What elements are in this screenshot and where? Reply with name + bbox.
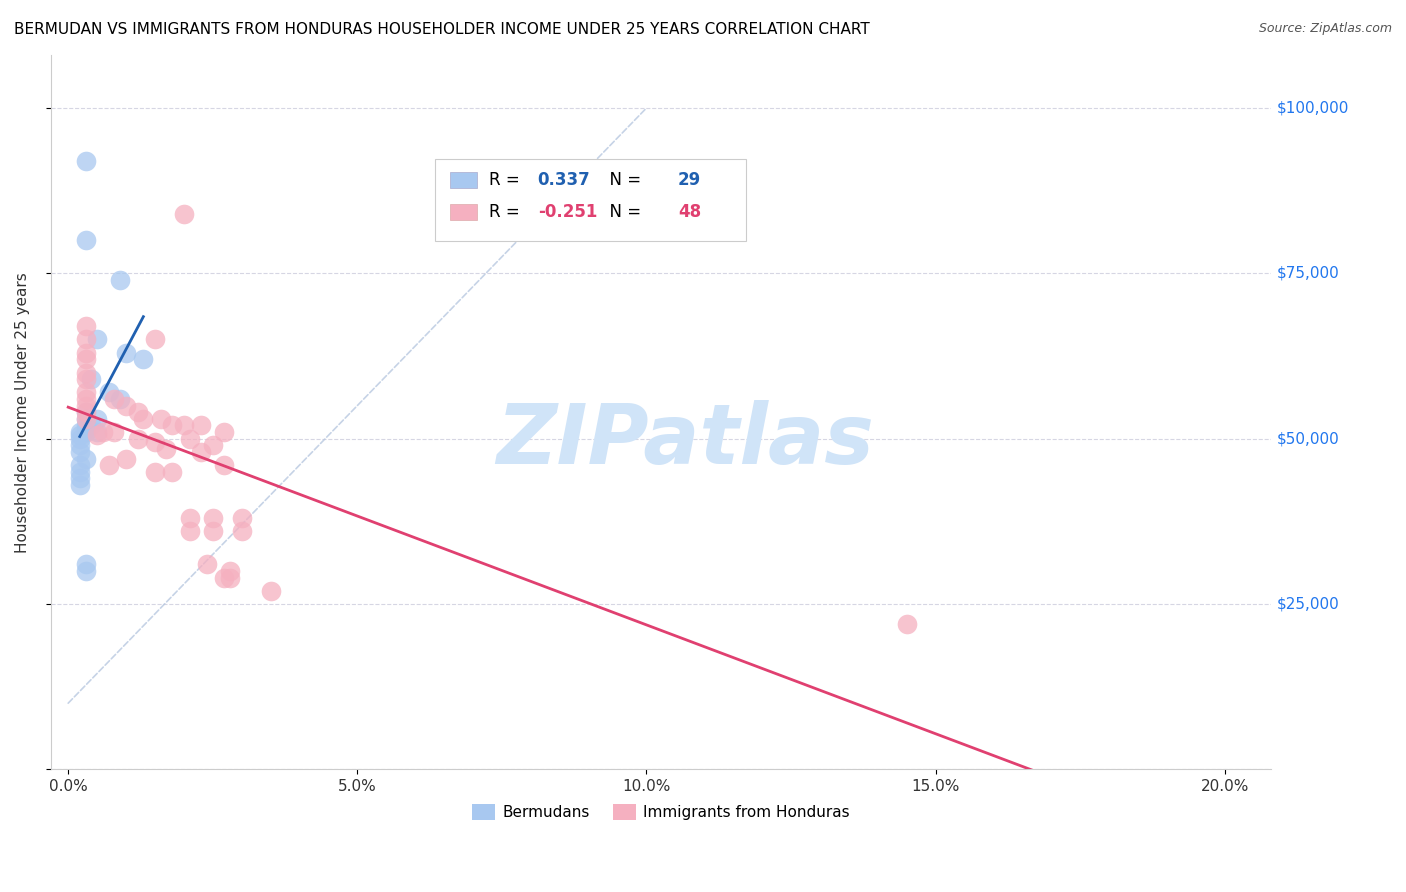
Point xyxy=(143,465,166,479)
Point xyxy=(110,273,132,287)
Point xyxy=(75,345,97,359)
Point xyxy=(179,432,201,446)
Point xyxy=(75,564,97,578)
Text: N =: N = xyxy=(599,203,647,221)
Text: $25,000: $25,000 xyxy=(1277,597,1340,612)
Point xyxy=(214,425,236,439)
Point xyxy=(75,399,97,413)
Point xyxy=(75,333,97,347)
Point xyxy=(231,524,253,539)
Point xyxy=(75,412,97,426)
Point xyxy=(201,438,224,452)
Point xyxy=(115,399,138,413)
Point xyxy=(91,425,114,439)
Point xyxy=(97,458,120,472)
Point xyxy=(103,425,125,439)
Point xyxy=(86,412,108,426)
Point xyxy=(179,511,201,525)
Point xyxy=(80,372,103,386)
FancyBboxPatch shape xyxy=(436,159,747,241)
Text: Source: ZipAtlas.com: Source: ZipAtlas.com xyxy=(1258,22,1392,36)
Point xyxy=(97,385,120,400)
Point xyxy=(132,412,155,426)
Point xyxy=(86,425,108,439)
Point xyxy=(75,425,97,439)
Text: R =: R = xyxy=(489,203,524,221)
Point xyxy=(75,558,97,572)
Point xyxy=(173,207,195,221)
Point xyxy=(231,511,253,525)
Text: $50,000: $50,000 xyxy=(1277,431,1340,446)
Point xyxy=(75,412,97,426)
Point xyxy=(162,418,184,433)
Point xyxy=(75,405,97,419)
Text: R =: R = xyxy=(489,171,524,189)
Point xyxy=(195,558,218,572)
Point xyxy=(201,511,224,525)
Point xyxy=(69,478,91,492)
Text: N =: N = xyxy=(599,171,647,189)
Point xyxy=(179,524,201,539)
Point xyxy=(149,412,172,426)
FancyBboxPatch shape xyxy=(450,204,477,220)
Point xyxy=(214,570,236,584)
Point xyxy=(75,418,97,433)
Point xyxy=(75,233,97,247)
Point xyxy=(115,345,138,359)
Point xyxy=(259,583,281,598)
Point xyxy=(190,418,212,433)
Point xyxy=(127,432,149,446)
Point xyxy=(69,432,91,446)
Legend: Bermudans, Immigrants from Honduras: Bermudans, Immigrants from Honduras xyxy=(465,797,856,826)
Y-axis label: Householder Income Under 25 years: Householder Income Under 25 years xyxy=(15,272,30,553)
Point xyxy=(173,418,195,433)
Text: 0.337: 0.337 xyxy=(537,171,591,189)
Point xyxy=(214,458,236,472)
Point xyxy=(75,392,97,406)
Point xyxy=(127,405,149,419)
Text: $100,000: $100,000 xyxy=(1277,101,1350,116)
Text: 48: 48 xyxy=(678,203,702,221)
FancyBboxPatch shape xyxy=(450,172,477,188)
Text: $75,000: $75,000 xyxy=(1277,266,1340,281)
Point xyxy=(80,418,103,433)
Point xyxy=(75,385,97,400)
Point xyxy=(103,392,125,406)
Point xyxy=(75,405,97,419)
Point xyxy=(132,352,155,367)
Point xyxy=(190,445,212,459)
Point xyxy=(69,438,91,452)
Text: ZIPatlas: ZIPatlas xyxy=(496,401,875,482)
Point xyxy=(69,471,91,485)
Point xyxy=(110,392,132,406)
Point xyxy=(75,372,97,386)
Point xyxy=(75,451,97,466)
Point xyxy=(143,333,166,347)
Point xyxy=(75,352,97,367)
Point xyxy=(75,319,97,334)
Point xyxy=(86,428,108,442)
Point xyxy=(69,425,91,439)
Point xyxy=(201,524,224,539)
Point xyxy=(69,428,91,442)
Text: 29: 29 xyxy=(678,171,702,189)
Point xyxy=(162,465,184,479)
Point xyxy=(69,458,91,472)
Point xyxy=(219,564,242,578)
Text: -0.251: -0.251 xyxy=(537,203,598,221)
Point xyxy=(86,333,108,347)
Point xyxy=(69,445,91,459)
Point xyxy=(155,442,177,456)
Point xyxy=(75,366,97,380)
Point xyxy=(143,434,166,449)
Point xyxy=(75,153,97,168)
Point xyxy=(219,570,242,584)
Text: BERMUDAN VS IMMIGRANTS FROM HONDURAS HOUSEHOLDER INCOME UNDER 25 YEARS CORRELATI: BERMUDAN VS IMMIGRANTS FROM HONDURAS HOU… xyxy=(14,22,870,37)
Point xyxy=(75,422,97,436)
Point xyxy=(115,451,138,466)
Point xyxy=(896,616,918,631)
Point xyxy=(69,465,91,479)
